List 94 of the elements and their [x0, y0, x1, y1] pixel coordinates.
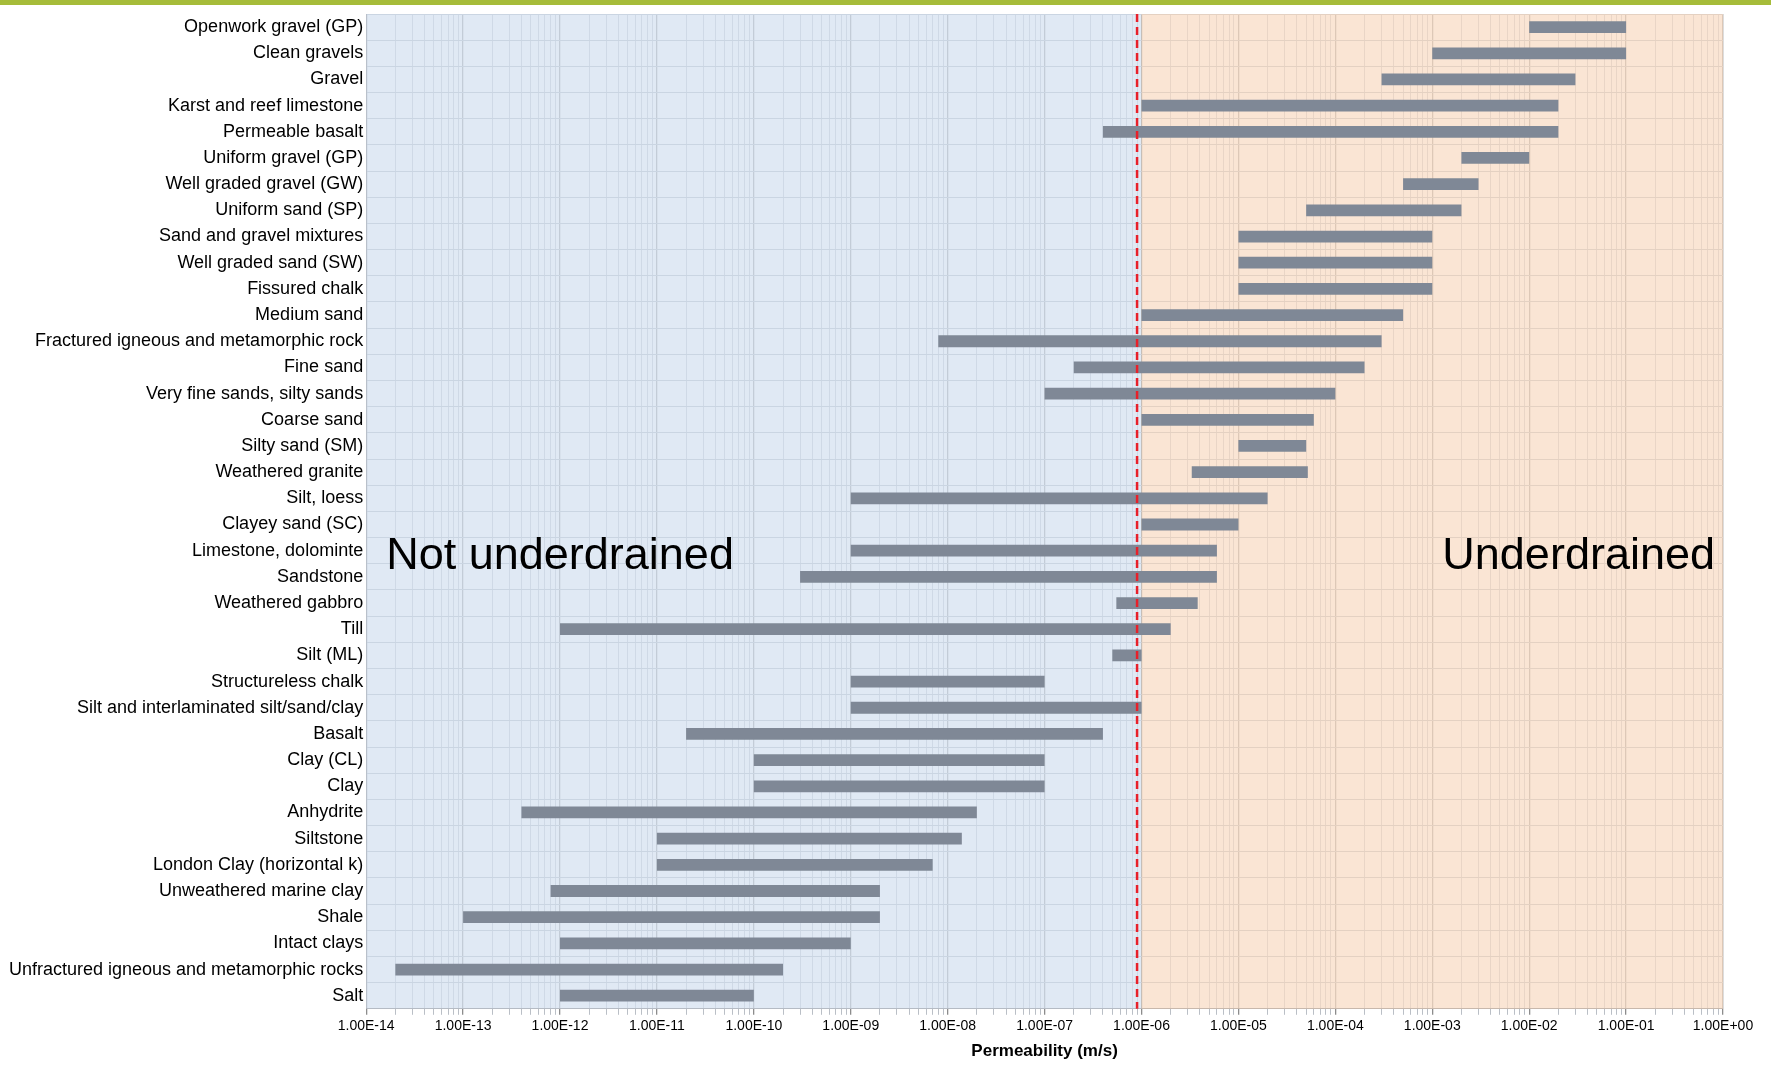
bar	[560, 937, 851, 950]
bar	[1238, 256, 1433, 269]
bar	[753, 754, 1045, 766]
y-tick-label: Gravel	[310, 68, 364, 89]
y-tick-label: Uniform gravel (GP)	[203, 146, 364, 167]
bar	[395, 963, 784, 976]
y-tick-label: London Clay (horizontal k)	[153, 853, 364, 874]
y-tick-label: Basalt	[313, 722, 364, 743]
bar	[1432, 47, 1627, 60]
y-tick-label: Clay (CL)	[287, 749, 364, 770]
y-tick-label: Clayey sand (SC)	[222, 513, 364, 534]
y-tick-label: Very fine sands, silty sands	[146, 382, 364, 403]
x-tick-label: 1.00E-04	[1306, 1017, 1364, 1034]
y-tick-label: Well graded gravel (GW)	[165, 173, 364, 194]
band-label: Underdrained	[1442, 527, 1715, 579]
x-tick-label: 1.00E-07	[1016, 1017, 1074, 1034]
y-tick-label: Anhydrite	[287, 801, 364, 822]
bar	[850, 701, 1142, 714]
y-tick-label: Clay	[327, 775, 364, 796]
bar	[938, 335, 1382, 348]
y-tick-label: Weathered granite	[215, 461, 364, 482]
x-axis-title: Permeability (m/s)	[971, 1041, 1118, 1061]
x-tick-label: 1.00E-14	[337, 1017, 395, 1034]
y-tick-label: Shale	[317, 906, 364, 927]
y-tick-label: Well graded sand (SW)	[177, 251, 364, 272]
y-tick-label: Medium sand	[255, 304, 364, 325]
bar	[1529, 21, 1627, 33]
bar	[1238, 230, 1433, 243]
bar	[1238, 282, 1433, 295]
y-tick-label: Clean gravels	[253, 42, 364, 63]
y-tick-label: Openwork gravel (GP)	[184, 16, 364, 37]
y-tick-label: Fractured igneous and metamorphic rock	[35, 330, 365, 351]
x-tick-label: 1.00E-08	[919, 1017, 977, 1034]
x-tick-label: 1.00E+00	[1692, 1017, 1754, 1034]
y-tick-label: Weathered gabbro	[214, 592, 364, 612]
y-tick-label: Limestone, dolominte	[192, 539, 364, 560]
x-tick-label: 1.00E-05	[1210, 1017, 1268, 1034]
bar	[1141, 309, 1404, 321]
bar	[850, 544, 1217, 557]
y-tick-label: Sandstone	[277, 565, 364, 586]
x-tick-label: 1.00E-10	[725, 1017, 783, 1034]
bar	[560, 623, 1171, 636]
bar	[656, 858, 933, 871]
y-tick-label: Silt (ML)	[296, 644, 364, 665]
bar	[550, 885, 880, 897]
bar	[1191, 466, 1308, 479]
bar	[1116, 597, 1198, 609]
x-tick-label: 1.00E-06	[1113, 1017, 1171, 1034]
bar	[850, 675, 1045, 688]
y-tick-label: Silt and interlaminated silt/sand/clay	[77, 696, 364, 717]
bar	[656, 832, 962, 845]
bar	[850, 492, 1268, 505]
bar	[1403, 178, 1479, 191]
bar	[1238, 440, 1307, 452]
bar	[1073, 361, 1365, 374]
bar	[1461, 152, 1530, 164]
y-tick-label: Unweathered marine clay	[159, 879, 364, 900]
bar	[1112, 649, 1142, 662]
x-tick-label: 1.00E-09	[822, 1017, 880, 1034]
x-tick-label: 1.00E-03	[1403, 1017, 1461, 1034]
x-tick-label: 1.00E-13	[434, 1017, 492, 1034]
bar	[1381, 73, 1576, 86]
bar	[1306, 204, 1462, 217]
y-tick-label: Till	[340, 618, 364, 639]
x-tick-label: 1.00E-02	[1500, 1017, 1558, 1034]
bar	[1141, 518, 1239, 531]
y-tick-label: Unfractured igneous and metamorphic rocks	[8, 958, 364, 979]
y-tick-label: Silty sand (SM)	[241, 434, 364, 455]
bar	[1044, 387, 1336, 400]
y-tick-label: Structureless chalk	[211, 670, 365, 691]
y-tick-label: Permeable basalt	[223, 120, 364, 141]
bar	[560, 989, 754, 1002]
bar	[463, 911, 880, 924]
band-label: Not underdrained	[386, 527, 734, 579]
y-tick-label: Sand and gravel mixtures	[159, 225, 364, 246]
y-tick-label: Silt, loess	[286, 487, 364, 508]
x-tick-label: 1.00E-11	[629, 1017, 686, 1034]
y-tick-label: Coarse sand	[261, 408, 364, 429]
bar	[1102, 125, 1559, 138]
y-tick-label: Karst and reef limestone	[168, 94, 364, 115]
bar	[521, 806, 977, 819]
bar	[800, 570, 1217, 583]
y-tick-label: Fine sand	[284, 356, 364, 377]
y-tick-label: Intact clays	[273, 932, 364, 953]
bar	[686, 728, 1103, 740]
y-tick-label: Uniform sand (SP)	[215, 199, 364, 220]
x-tick-label: 1.00E-12	[531, 1017, 589, 1034]
y-tick-label: Fissured chalk	[247, 277, 365, 298]
bar	[753, 780, 1045, 793]
y-tick-label: Siltstone	[294, 827, 364, 848]
bar	[1141, 99, 1559, 112]
bar	[1141, 413, 1314, 426]
y-tick-label: Salt	[332, 984, 364, 1005]
x-tick-label: 1.00E-01	[1597, 1017, 1655, 1034]
